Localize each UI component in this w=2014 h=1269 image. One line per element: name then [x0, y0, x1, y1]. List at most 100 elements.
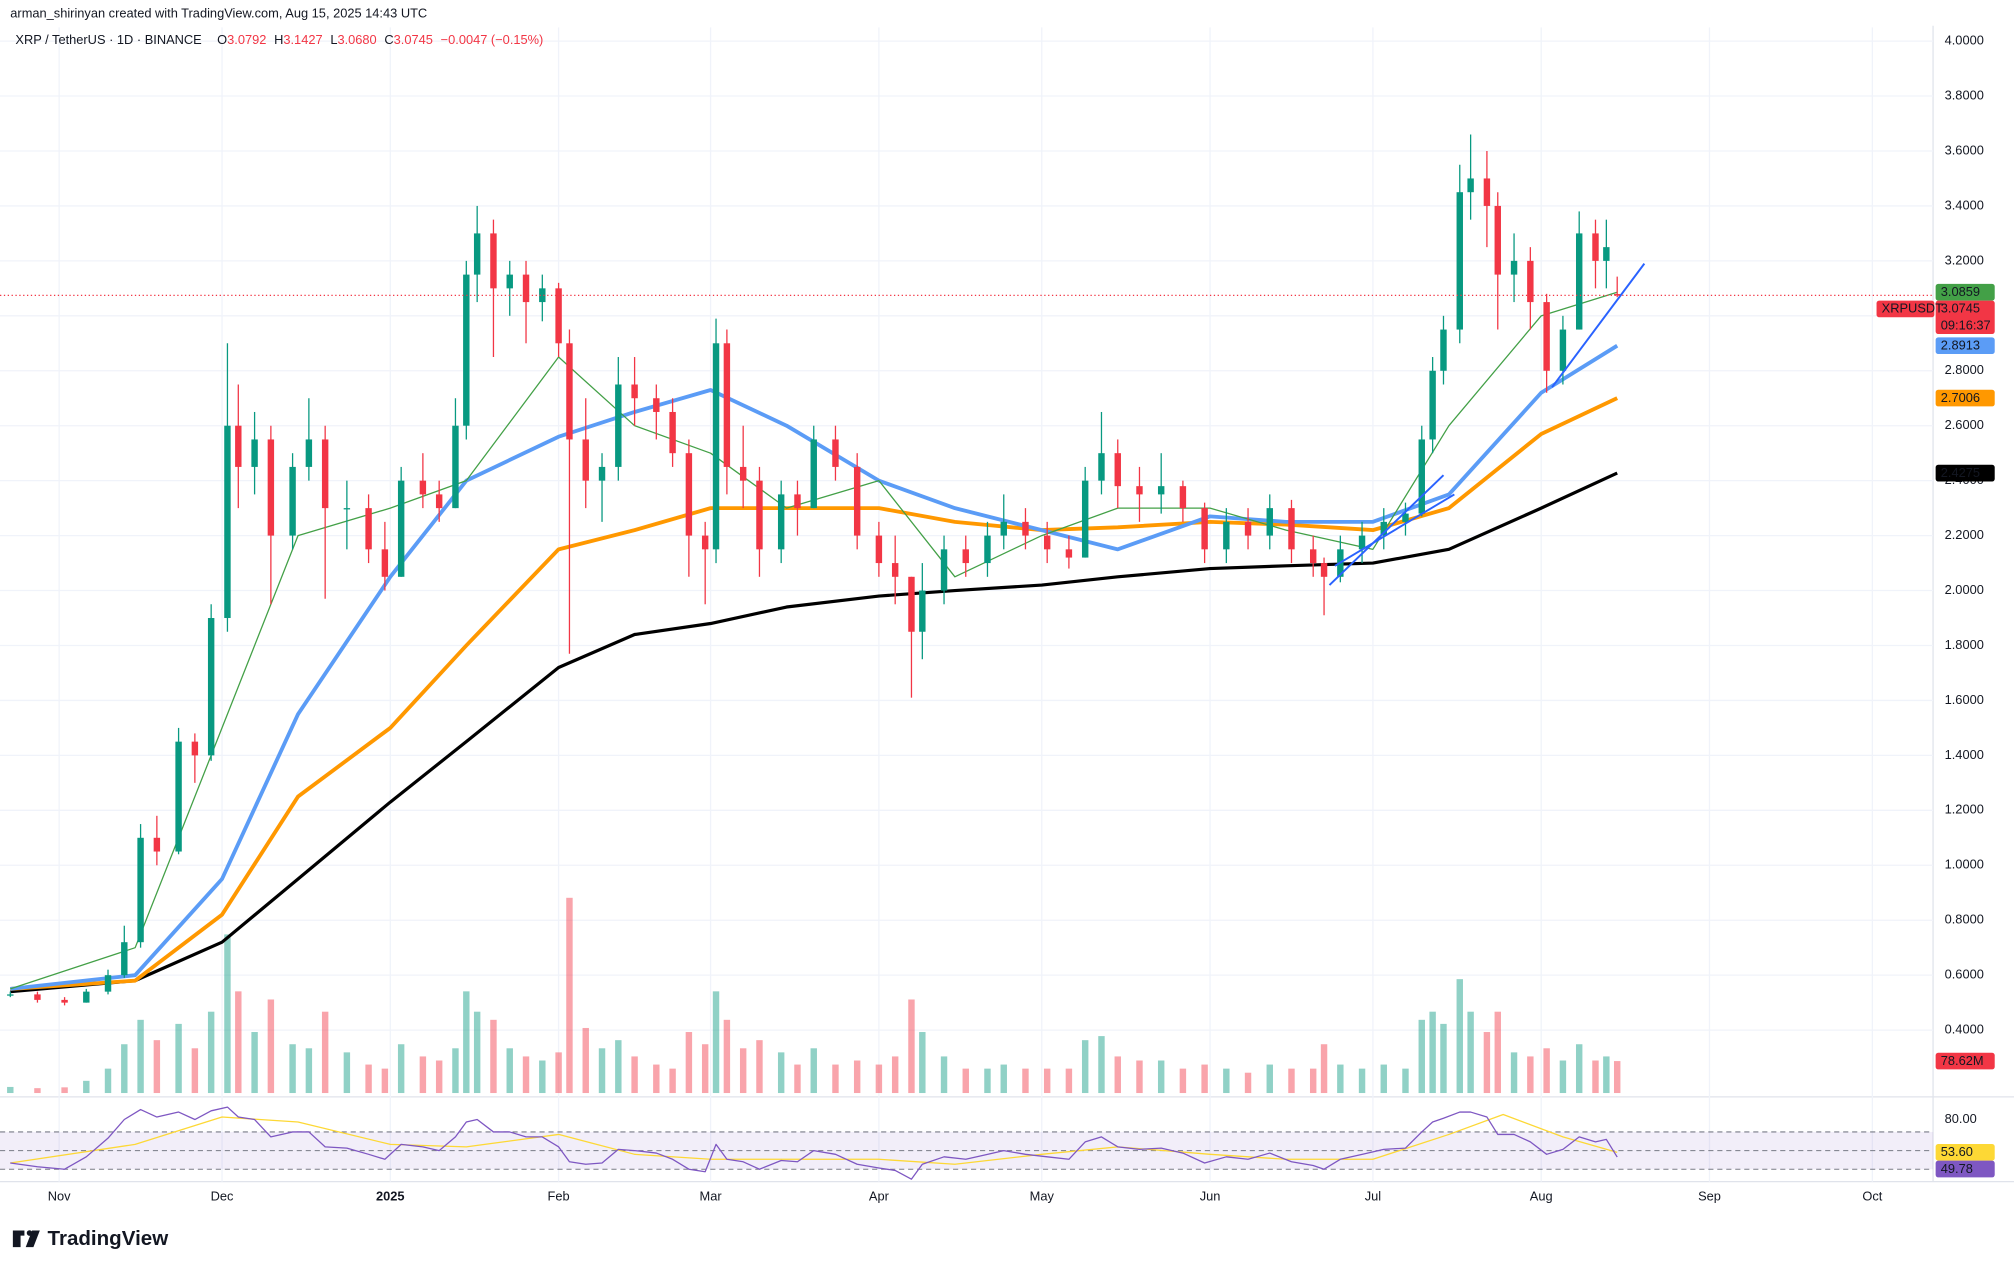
volume-bar	[191, 1048, 199, 1094]
price-tag-label: 09:16:37	[1941, 317, 1991, 332]
candle-body	[712, 343, 720, 550]
volume-bar	[853, 1060, 861, 1094]
y-tick-label: 3.8000	[1945, 87, 1984, 102]
volume-bar	[1543, 1048, 1550, 1094]
volume-bar	[1358, 1068, 1366, 1094]
volume-bar	[121, 1044, 128, 1094]
candle-body	[1201, 508, 1208, 550]
volume-bar	[1223, 1068, 1230, 1094]
x-tick-label: Aug	[1530, 1188, 1553, 1203]
volume-bar	[343, 1052, 351, 1094]
candle-body	[653, 398, 660, 412]
logo-dot	[26, 1230, 33, 1236]
candle-body	[1467, 178, 1474, 193]
price-tag-label: 2.4275	[1941, 465, 1980, 480]
candle-body	[1418, 439, 1425, 514]
volume-bar	[224, 934, 231, 1094]
candle-body	[555, 288, 562, 344]
candle-body	[1065, 549, 1073, 558]
candle-body	[365, 508, 372, 550]
volume-bar	[104, 1068, 112, 1094]
candle-body	[794, 494, 801, 509]
volume-bar	[251, 1032, 258, 1094]
candle-body	[739, 466, 747, 481]
x-tick-label: Apr	[869, 1188, 890, 1203]
volume-bar	[397, 1044, 405, 1094]
volume-bar	[321, 1011, 329, 1094]
candle-body	[1613, 294, 1621, 296]
change: −0.0047 (−0.15%)	[441, 32, 544, 47]
ohlc-value: 3.0680	[337, 32, 376, 47]
candle-body	[701, 535, 709, 550]
volume-bar	[891, 1056, 899, 1094]
candle-body	[224, 425, 231, 619]
y-tick-label: 1.8000	[1945, 637, 1984, 652]
volume-bar	[832, 1064, 839, 1094]
volume-bar	[631, 1056, 638, 1094]
candle-body	[1402, 513, 1409, 522]
volume-bar	[712, 991, 720, 1094]
volume-bar	[1320, 1044, 1328, 1094]
candle-body	[419, 480, 427, 495]
trend-line	[1551, 263, 1646, 388]
volume-bar	[1337, 1064, 1344, 1094]
ohlc-key: L	[330, 32, 337, 47]
price-tag	[1935, 283, 1995, 301]
x-tick-label: Feb	[548, 1188, 570, 1203]
candle-body	[891, 563, 899, 577]
volume-bar	[1136, 1060, 1143, 1094]
volume-bar	[875, 1064, 883, 1094]
candle-body	[1179, 486, 1187, 509]
candle-body	[506, 274, 513, 289]
volume-bar	[739, 1048, 747, 1094]
symbol-tag	[1876, 300, 1935, 318]
volume-bar	[435, 1060, 443, 1094]
volume-bar	[289, 1044, 296, 1094]
volume-bar	[1402, 1068, 1409, 1094]
volume-bar	[7, 1086, 14, 1094]
symbol-title: XRP / TetherUS · 1D · BINANCE	[15, 32, 201, 47]
candle-body	[1223, 521, 1230, 550]
volume-bar	[701, 1044, 709, 1094]
candle-body	[1022, 521, 1029, 536]
volume-bar	[598, 1048, 606, 1094]
volume-bar	[1456, 979, 1463, 1094]
price-tag-label: 2.8913	[1941, 337, 1980, 352]
candle-body	[463, 274, 470, 426]
volume-bar	[1114, 1056, 1121, 1094]
candle-body	[1429, 370, 1436, 440]
ohlc-value: 3.0745	[394, 32, 433, 47]
candle-body	[1494, 205, 1501, 275]
volume-bar	[419, 1056, 427, 1094]
volume-bar	[1603, 1056, 1610, 1094]
candle-body	[305, 439, 313, 467]
candle-body	[343, 508, 351, 510]
logo-text: TradingView	[48, 1227, 170, 1250]
volume-bar	[539, 1060, 546, 1094]
candle-body	[810, 439, 817, 509]
volume-bar	[34, 1088, 41, 1094]
candle-body	[191, 741, 199, 756]
candle-body	[685, 453, 693, 536]
candle-body	[1483, 178, 1491, 206]
volume-bar	[1179, 1068, 1187, 1094]
volume-bar	[1592, 1060, 1599, 1094]
volume-bar	[235, 991, 242, 1094]
volume-bar	[522, 1056, 530, 1094]
volume-bar	[1494, 1011, 1501, 1094]
price-tag	[1935, 1052, 1995, 1070]
candle-body	[1603, 247, 1610, 261]
candle-body	[1288, 508, 1295, 550]
candle-body	[34, 994, 41, 1000]
volume-bar	[1440, 1023, 1447, 1094]
price-tag-label: 78.62M	[1941, 1053, 1984, 1068]
candle-body	[1000, 521, 1007, 536]
volume-bar	[452, 1048, 459, 1094]
rsi-tick-label: 80.00	[1945, 1111, 1977, 1126]
volume-bar	[1510, 1052, 1518, 1094]
volume-bar	[1244, 1072, 1252, 1094]
volume-bar	[83, 1080, 90, 1094]
ohlc-key: O	[217, 32, 227, 47]
x-tick-label: Mar	[700, 1188, 723, 1203]
volume-bar	[1527, 1056, 1534, 1094]
